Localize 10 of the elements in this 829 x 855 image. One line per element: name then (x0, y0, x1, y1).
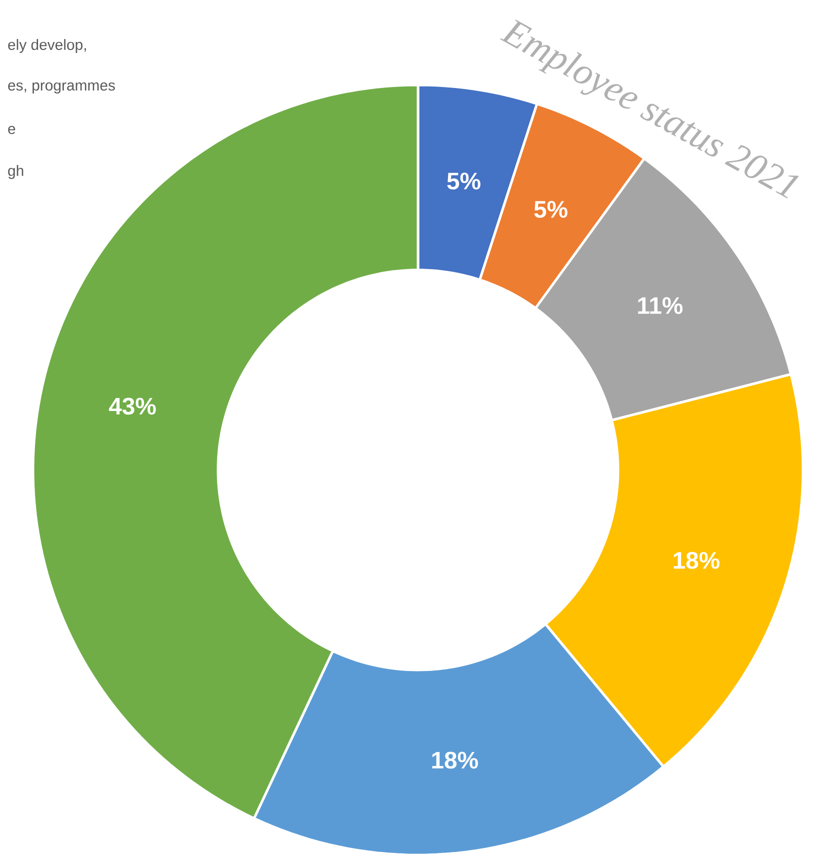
text: e (8, 126, 16, 134)
data-label: 18% (674, 552, 720, 569)
text: es, programmes (8, 82, 115, 94)
data-label: 5% (447, 172, 480, 190)
text: ely develop, (8, 39, 86, 53)
data-label: 18% (432, 752, 478, 769)
data-label: 11% (638, 297, 683, 314)
data-label: 5% (534, 200, 568, 218)
data-label: 43% (108, 398, 156, 415)
text: gh (8, 165, 24, 179)
